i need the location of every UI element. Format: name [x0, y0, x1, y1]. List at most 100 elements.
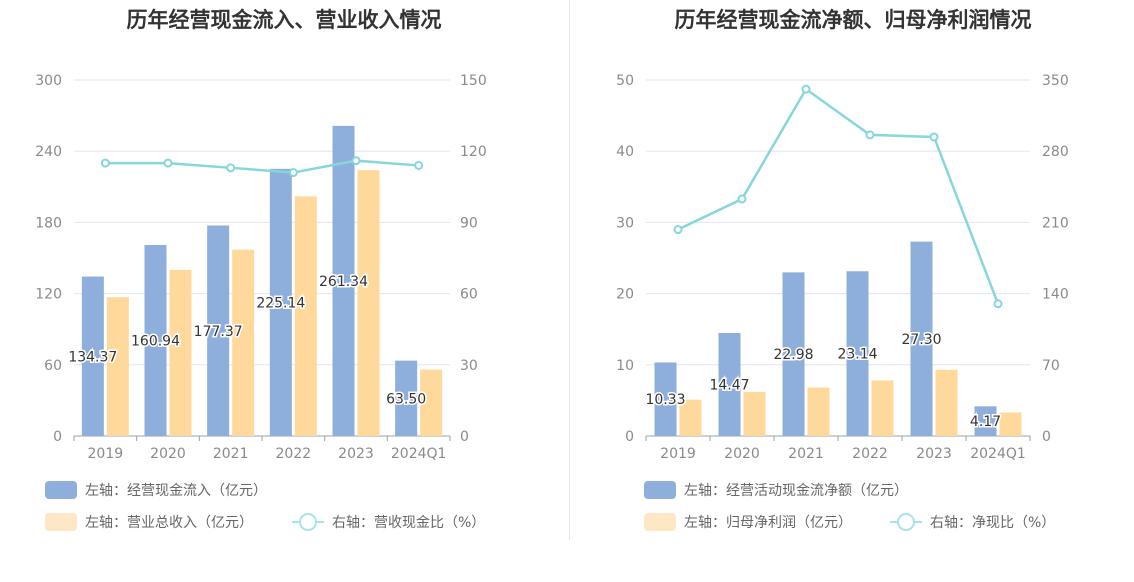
chart-title: 历年经营现金流入、营业收入情况 [126, 8, 442, 32]
bar-series-a [974, 406, 997, 436]
x-axis-label: 2021 [788, 446, 824, 462]
y-left-tick-label: 0 [53, 429, 62, 445]
bar-series-b [935, 369, 958, 436]
bar-series-b [357, 170, 380, 437]
data-label: 23.14 [837, 347, 877, 363]
y-left-tick-label: 40 [616, 144, 634, 160]
line-point [993, 299, 1003, 309]
panel-divider [569, 0, 570, 540]
y-left-tick-label: 60 [44, 358, 62, 374]
data-label: 63.50 [386, 391, 426, 407]
y-right-tick-label: 140 [1042, 287, 1069, 303]
x-axis-label: 2023 [916, 446, 952, 462]
legend-swatch-line [890, 513, 922, 531]
bar-series-b [106, 297, 129, 436]
legend-swatch-bar-b [644, 513, 676, 531]
y-left-tick-label: 300 [35, 73, 62, 89]
bar-series-b [743, 391, 766, 436]
x-axis-label: 2024Q1 [970, 446, 1026, 462]
data-label: 14.47 [709, 377, 749, 393]
line-point [163, 158, 173, 168]
y-left-tick-label: 180 [35, 215, 62, 231]
y-left-tick-label: 240 [35, 144, 62, 160]
data-label: 225.14 [256, 295, 305, 311]
chart-left-svg: 0 60 120 180 240 300 0 30 60 90 120 150 2019 2020 2021… [35, 73, 487, 462]
chart-panel-right: 历年经营现金流净额、归母净利润情况 0 10 20 30 40 50 0 70 140 210 28… [572, 0, 1134, 582]
x-axis-label: 2019 [88, 446, 124, 462]
y-right-tick-label: 210 [1042, 215, 1069, 231]
y-left-tick-label: 0 [625, 429, 634, 445]
legend-label: 右轴：净现比（%） [930, 515, 1056, 531]
bar-series-a [269, 168, 292, 436]
line-point [414, 160, 424, 170]
data-label: 22.98 [773, 347, 813, 363]
y-right-tick-label: 90 [460, 215, 478, 231]
y-right-tick-label: 30 [460, 358, 478, 374]
legend-item-bar-b[interactable]: 左轴：营业总收入（亿元） [45, 512, 253, 532]
data-label: 134.37 [68, 349, 117, 365]
y-right-tick-label: 0 [1042, 429, 1051, 445]
bar-series-b [169, 269, 192, 436]
bar-series-a [910, 241, 933, 436]
bar-series-a [654, 362, 677, 436]
data-label: 177.37 [194, 324, 243, 340]
legend-item-line[interactable]: 右轴：净现比（%） [890, 512, 1055, 532]
y-right-tick-label: 70 [1042, 358, 1060, 374]
x-axis-label: 2024Q1 [391, 446, 447, 462]
legend-swatch-bar-b [45, 513, 77, 531]
data-label: 27.30 [901, 332, 941, 348]
x-axis-label: 2020 [150, 446, 186, 462]
x-axis-label: 2021 [213, 446, 249, 462]
bar-series-a [144, 245, 167, 436]
chart-title: 历年经营现金流净额、归母净利润情况 [674, 8, 1032, 32]
line-point [673, 225, 683, 235]
x-axis-label: 2022 [276, 446, 312, 462]
bar-series-b [871, 380, 894, 436]
line-point [929, 132, 939, 142]
line-series [105, 159, 419, 174]
legend-swatch-bar-a [45, 481, 77, 499]
legend-item-bar-a[interactable]: 左轴：经营现金流入（亿元） [45, 480, 267, 500]
data-label: 160.94 [131, 334, 180, 350]
y-left-tick-label: 120 [35, 287, 62, 303]
legend-label: 左轴：经营活动现金流净额（亿元） [684, 483, 908, 499]
bar-series-a [395, 360, 418, 436]
x-axis-label: 2023 [338, 446, 374, 462]
bar-series-b [679, 399, 702, 436]
bar-series-a [332, 125, 355, 437]
y-right-tick-label: 150 [460, 73, 487, 89]
legend-label: 左轴：营业总收入（亿元） [85, 515, 253, 531]
line-point [288, 168, 298, 178]
bar-series-a [207, 225, 230, 436]
bar-series-b [999, 412, 1022, 436]
bar-series-a [782, 272, 805, 436]
legend-item-bar-b[interactable]: 左轴：归母净利润（亿元） [644, 512, 852, 532]
line-point [226, 163, 236, 173]
legend-label: 左轴：经营现金流入（亿元） [85, 483, 267, 499]
line-series [677, 87, 1000, 305]
bar-series-b [807, 387, 830, 436]
legend-swatch-bar-a [644, 481, 676, 499]
line-point [737, 194, 747, 204]
line-point [351, 156, 361, 166]
y-left-tick-label: 30 [616, 215, 634, 231]
line-point [801, 84, 811, 94]
bar-series-b [232, 249, 255, 436]
legend-item-line[interactable]: 右轴：营收现金比（%） [292, 512, 485, 532]
legend-item-bar-a[interactable]: 左轴：经营活动现金流净额（亿元） [644, 480, 908, 500]
bar-series-a [718, 332, 741, 436]
y-right-tick-label: 120 [460, 144, 487, 160]
data-label: 261.34 [319, 274, 368, 290]
chart-right-svg: 0 10 20 30 40 50 0 70 140 210 280 350 2019 2020 2021 20… [616, 73, 1069, 462]
y-left-tick-label: 20 [616, 287, 634, 303]
y-right-tick-label: 60 [460, 287, 478, 303]
bar-series-a [81, 276, 104, 436]
data-label: 10.33 [645, 392, 685, 408]
x-axis-label: 2020 [724, 446, 760, 462]
data-label: 4.17 [970, 414, 1001, 430]
line-point [865, 130, 875, 140]
x-axis-label: 2019 [660, 446, 696, 462]
y-right-tick-label: 0 [460, 429, 469, 445]
y-left-tick-label: 10 [616, 358, 634, 374]
line-point [100, 158, 110, 168]
